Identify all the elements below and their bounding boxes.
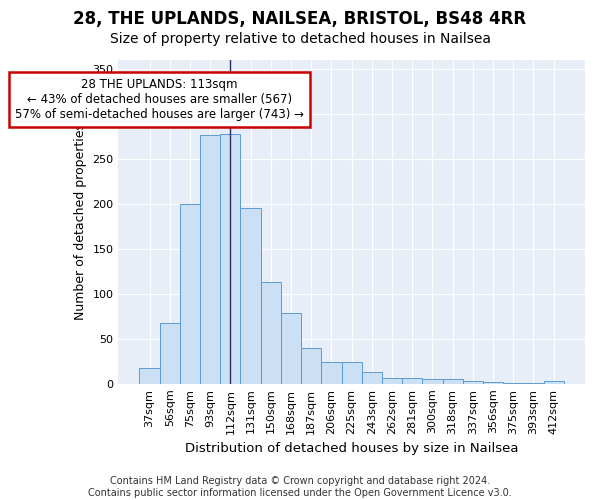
Bar: [503, 383, 523, 384]
Text: Size of property relative to detached houses in Nailsea: Size of property relative to detached ho…: [110, 32, 491, 46]
Bar: [260, 282, 281, 384]
Bar: [301, 348, 322, 384]
Bar: [220, 134, 241, 384]
Bar: [362, 372, 382, 384]
Bar: [200, 134, 220, 384]
Bar: [281, 312, 301, 384]
Text: 28 THE UPLANDS: 113sqm
← 43% of detached houses are smaller (567)
57% of semi-de: 28 THE UPLANDS: 113sqm ← 43% of detached…: [15, 78, 304, 121]
Bar: [523, 383, 544, 384]
Bar: [544, 381, 564, 384]
Bar: [341, 362, 362, 384]
Bar: [422, 380, 443, 384]
X-axis label: Distribution of detached houses by size in Nailsea: Distribution of detached houses by size …: [185, 442, 518, 455]
Bar: [160, 322, 180, 384]
Bar: [322, 362, 341, 384]
Bar: [382, 378, 402, 384]
Text: 28, THE UPLANDS, NAILSEA, BRISTOL, BS48 4RR: 28, THE UPLANDS, NAILSEA, BRISTOL, BS48 …: [73, 10, 527, 28]
Bar: [483, 382, 503, 384]
Bar: [443, 380, 463, 384]
Bar: [139, 368, 160, 384]
Bar: [463, 381, 483, 384]
Text: Contains HM Land Registry data © Crown copyright and database right 2024.
Contai: Contains HM Land Registry data © Crown c…: [88, 476, 512, 498]
Bar: [402, 378, 422, 384]
Bar: [241, 208, 260, 384]
Bar: [180, 204, 200, 384]
Y-axis label: Number of detached properties: Number of detached properties: [74, 124, 86, 320]
